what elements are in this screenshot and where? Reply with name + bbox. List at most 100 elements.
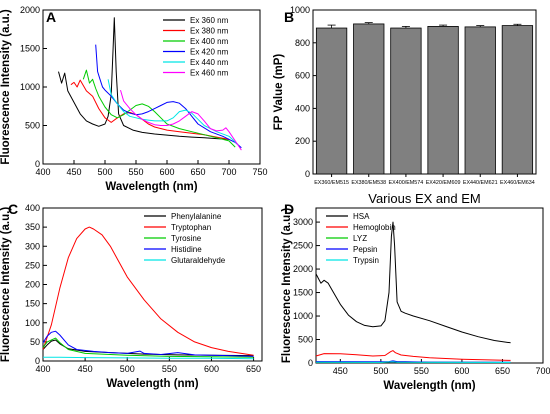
bar: [353, 23, 385, 175]
y-tick-label: 400: [25, 203, 40, 213]
y-tick-label: 150: [25, 299, 40, 309]
x-tick-label: 600: [204, 364, 219, 374]
category-label: EX380/EM538: [351, 180, 386, 186]
y-tick-label: 0: [35, 356, 40, 366]
x-tick-label: 500: [97, 167, 112, 177]
y-tick-label: 250: [25, 260, 40, 270]
x-axis-label: Wavelength (nm): [383, 380, 475, 392]
plot-frame: [42, 207, 263, 362]
x-tick-label: 600: [159, 167, 174, 177]
y-tick-label: 200: [25, 280, 40, 290]
y-tick-label: 0: [35, 159, 40, 169]
panel-letter: D: [284, 201, 294, 217]
legend-entry: Glutaraldehyde: [171, 256, 226, 265]
x-tick-label: 550: [128, 167, 143, 177]
y-tick-label: 50: [30, 337, 40, 347]
series-line-trypsin: [315, 361, 511, 363]
series-line-phenylalanine: [42, 339, 254, 357]
y-tick-label: 0: [305, 169, 310, 179]
y-axis-label: Fluorescence Intensity (a.u.): [0, 9, 12, 164]
legend-entry: Histidine: [171, 245, 202, 254]
legend-entry: Tyrosine: [171, 234, 202, 243]
x-tick-label: 450: [78, 364, 93, 374]
y-tick-label: 1000: [20, 82, 40, 92]
legend-entry: Ex 440 nm: [190, 58, 229, 67]
bar: [501, 25, 534, 175]
panel-c: 0 50 100 150 200 250 300 350 400 400 450 500 550 600 6…: [0, 201, 263, 390]
series-line-histidine: [42, 330, 254, 357]
y-tick-label: 350: [25, 222, 40, 232]
x-tick-label: 450: [333, 366, 348, 376]
series-line-tryptophan: [42, 226, 254, 356]
series-line-ex-400-nm: [82, 69, 236, 148]
plot-frame: [312, 9, 537, 175]
panel-letter: A: [46, 9, 56, 25]
series-line-tyrosine: [42, 337, 254, 358]
y-tick-label: 500: [25, 121, 40, 131]
y-axis-label: FP Value (mP): [273, 54, 285, 131]
y-tick-label: 1000: [290, 5, 310, 15]
x-tick-label: 650: [190, 167, 205, 177]
legend-entry: Ex 400 nm: [190, 37, 229, 46]
x-axis-label: Wavelength (nm): [105, 181, 197, 193]
legend-entry: HSA: [353, 212, 370, 221]
panel-a: 0 500 1000 1500 2000 400 450 500 550 600 650 700 750…: [0, 5, 268, 193]
x-axis-label: Various EX and EM: [368, 191, 480, 206]
legend-entry: Hemoglobin: [353, 223, 396, 232]
x-tick-label: 600: [454, 366, 469, 376]
panel-d: 0 500 1000 1500 2000 2500 3000 450 500 550 600 650 7…: [281, 201, 550, 392]
x-tick-label: 400: [35, 364, 50, 374]
series-line-ex-360-nm: [58, 17, 230, 140]
x-tick-label: 400: [35, 167, 50, 177]
series-line-ex-420-nm: [95, 44, 242, 149]
y-tick-label: 1500: [293, 288, 313, 298]
category-label: EX420/EM609: [426, 180, 461, 186]
y-tick-label: 200: [295, 136, 310, 146]
x-tick-label: 500: [120, 364, 135, 374]
legend-entry: Tryptophan: [171, 223, 211, 232]
x-tick-label: 650: [495, 366, 510, 376]
x-tick-label: 700: [221, 167, 236, 177]
y-tick-label: 2500: [293, 241, 313, 251]
legend-entry: Ex 380 nm: [190, 27, 229, 36]
panel-letter: B: [284, 9, 294, 25]
y-tick-label: 500: [298, 335, 313, 345]
bar: [427, 25, 459, 175]
category-label: EX460/EM634: [500, 180, 535, 186]
x-tick-label: 450: [66, 167, 81, 177]
legend-entry: Trypsin: [353, 256, 379, 265]
y-tick-label: 1000: [293, 311, 313, 321]
bar: [464, 26, 496, 175]
series-line-ex-380-nm: [70, 79, 230, 140]
legend-entry: Phenylalanine: [171, 212, 222, 221]
legend-entry: LYZ: [353, 234, 367, 243]
series-line-hemoglobin: [315, 350, 511, 361]
category-label: EX360/EM515: [314, 180, 349, 186]
panel-letter: C: [8, 201, 18, 217]
y-tick-label: 1500: [20, 44, 40, 54]
series-line-ex-460-nm: [120, 89, 242, 151]
x-tick-label: 500: [373, 366, 388, 376]
y-tick-label: 300: [25, 241, 40, 251]
x-axis-label: Wavelength (nm): [106, 378, 198, 390]
x-tick-label: 650: [246, 364, 261, 374]
x-tick-label: 550: [162, 364, 177, 374]
legend-entry: Ex 460 nm: [190, 69, 229, 78]
series-line-hsa: [315, 221, 511, 344]
category-label: EX440/EM621: [463, 180, 498, 186]
y-tick-label: 0: [308, 358, 313, 368]
x-tick-label: 750: [252, 167, 267, 177]
x-tick-label: 550: [414, 366, 429, 376]
category-label: EX400/EM574: [389, 180, 424, 186]
y-tick-label: 3000: [293, 217, 313, 227]
y-axis-label: Fluorescence Intensity (a.u.): [281, 208, 293, 363]
plot-frame: [315, 207, 544, 364]
legend-entry: Pepsin: [353, 245, 377, 254]
y-tick-label: 800: [295, 38, 310, 48]
y-tick-label: 2000: [293, 264, 313, 274]
series-line-ex-440-nm: [107, 79, 239, 146]
y-axis-label: Fluorescence Intensity (a.u.): [0, 207, 12, 362]
series-line-glutaraldehyde: [43, 356, 254, 360]
